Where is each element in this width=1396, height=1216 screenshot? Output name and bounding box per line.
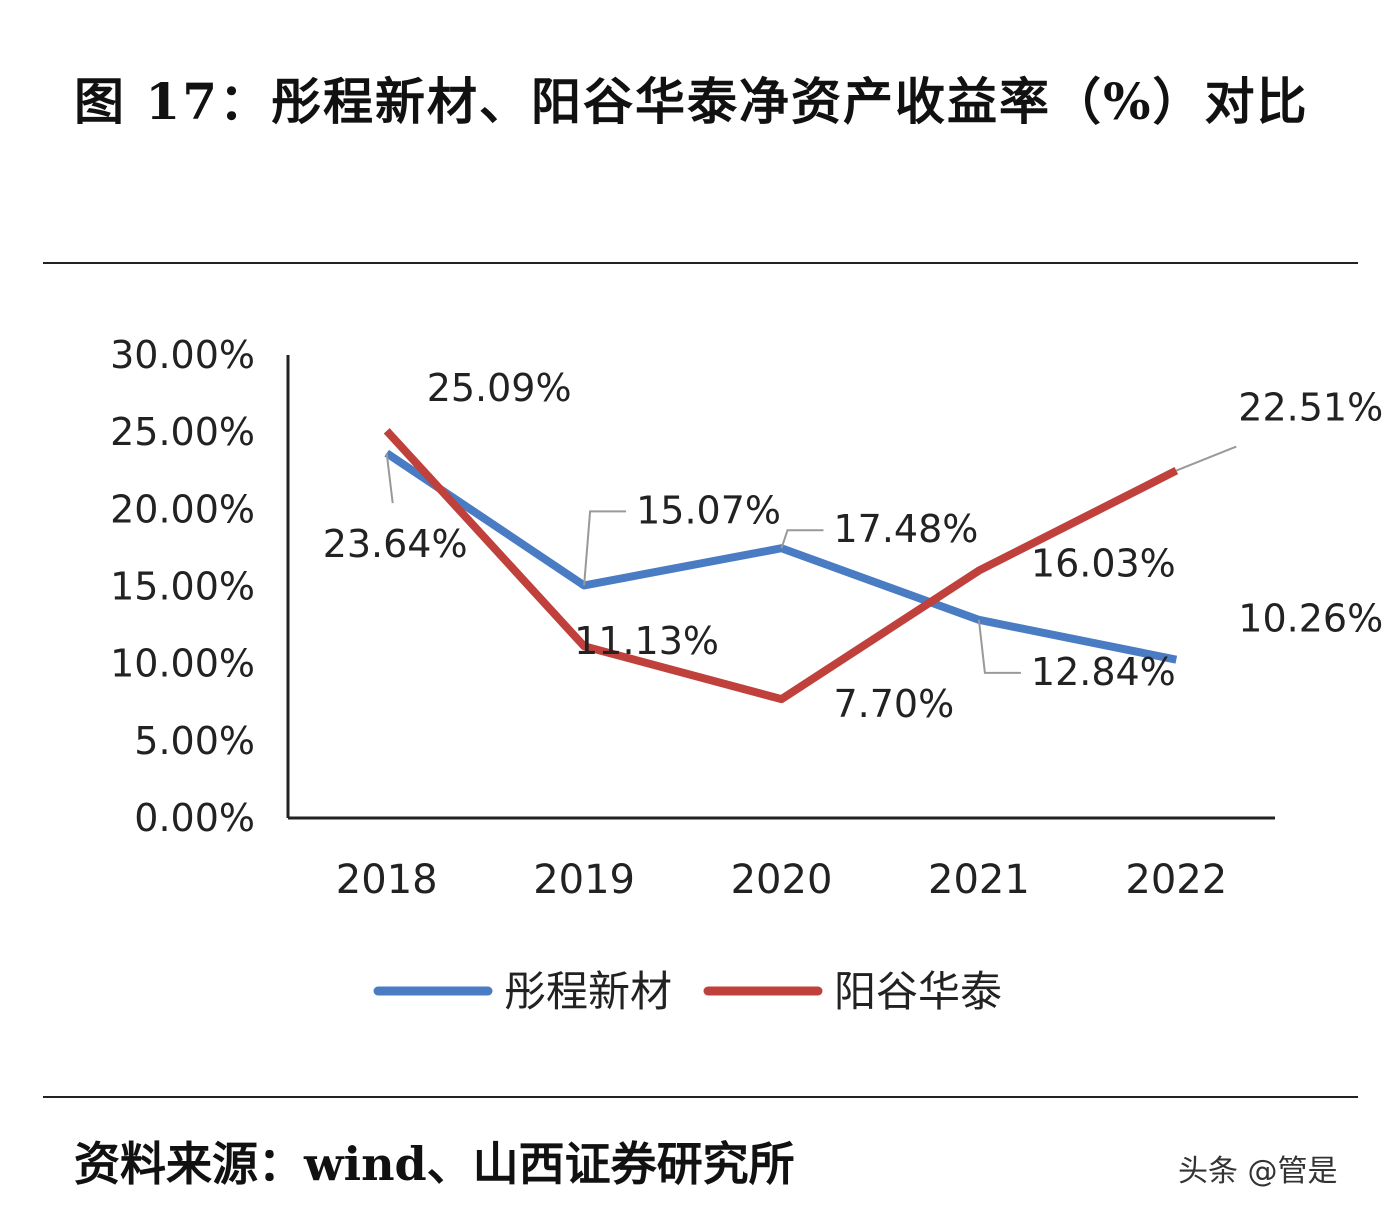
y-tick-label: 10.00%: [110, 642, 255, 686]
x-tick-label: 2019: [533, 857, 635, 903]
data-label: 7.70%: [834, 682, 955, 726]
data-label: 23.64%: [323, 522, 468, 566]
legend-label: 阳谷华泰: [834, 967, 1002, 1016]
y-tick-label: 20.00%: [110, 487, 255, 531]
data-label: 22.51%: [1238, 386, 1383, 430]
y-tick-label: 5.00%: [134, 719, 255, 763]
leader-line: [385, 453, 394, 504]
data-label: 25.09%: [427, 366, 572, 410]
y-tick-label: 0.00%: [134, 796, 255, 840]
x-tick-label: 2018: [336, 857, 438, 903]
y-tick-label: 25.00%: [110, 410, 255, 454]
bottom-rule: [43, 1096, 1358, 1098]
series-line-2: [383, 428, 1179, 704]
watermark: 头条 @管是: [1178, 1154, 1338, 1189]
top-rule: [43, 262, 1358, 264]
x-tick-label: 2020: [731, 857, 833, 903]
x-tick-label: 2022: [1125, 857, 1227, 903]
data-label: 10.26%: [1238, 597, 1383, 641]
leader-line: [1175, 445, 1237, 472]
x-tick-label: 2021: [928, 857, 1030, 903]
leader-line: [583, 510, 627, 586]
y-tick-label: 30.00%: [110, 333, 255, 377]
leader-line: [780, 529, 824, 549]
data-label: 16.03%: [1031, 542, 1176, 586]
legend-label: 彤程新材: [504, 967, 672, 1016]
data-label: 11.13%: [574, 619, 719, 663]
source-note: 资料来源：wind、山西证券研究所: [74, 1137, 795, 1191]
y-tick-label: 15.00%: [110, 565, 255, 609]
data-label: 12.84%: [1031, 650, 1176, 694]
leader-line: [977, 619, 1021, 674]
data-label: 15.07%: [636, 488, 781, 532]
figure-title: 图 17：彤程新材、阳谷华泰净资产收益率（%）对比: [74, 72, 1309, 131]
data-label: 17.48%: [834, 507, 979, 551]
